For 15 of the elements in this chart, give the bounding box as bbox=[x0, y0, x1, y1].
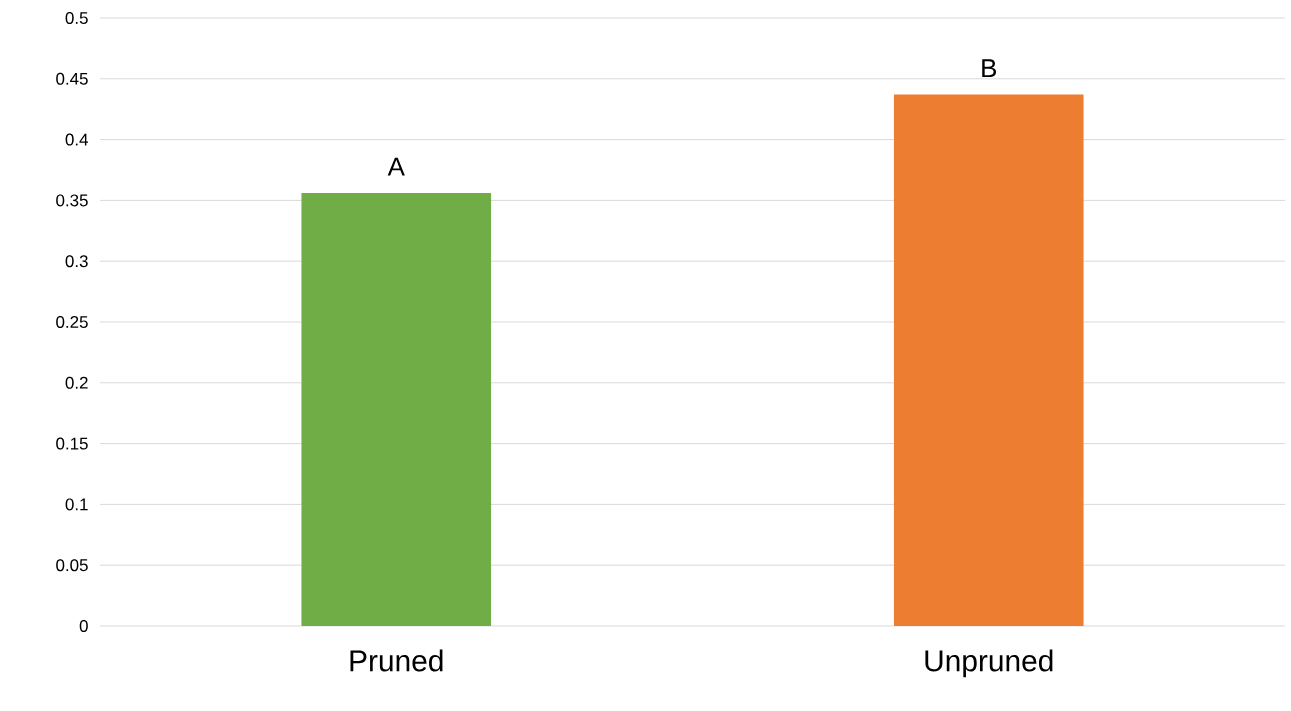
y-tick-label: 0.05 bbox=[56, 559, 88, 572]
y-tick-label: 0.4 bbox=[65, 133, 88, 146]
y-tick-label: 0.25 bbox=[56, 315, 88, 328]
y-tick-label: 0.5 bbox=[65, 11, 88, 24]
y-tick-label: 0.35 bbox=[56, 194, 88, 207]
y-tick-label: 0 bbox=[79, 619, 88, 632]
y-tick-label: 0.45 bbox=[56, 72, 88, 85]
y-tick-label: 0.3 bbox=[65, 255, 88, 268]
y-tick-label: 0.2 bbox=[65, 376, 88, 389]
x-tick-label: Unpruned bbox=[925, 649, 1053, 678]
annotation: A bbox=[387, 157, 405, 176]
annotation: B bbox=[982, 59, 997, 78]
y-tick-label: 0.1 bbox=[65, 498, 88, 511]
y-tick-label: 0.15 bbox=[56, 437, 88, 450]
x-tick-label: Pruned bbox=[350, 649, 443, 672]
